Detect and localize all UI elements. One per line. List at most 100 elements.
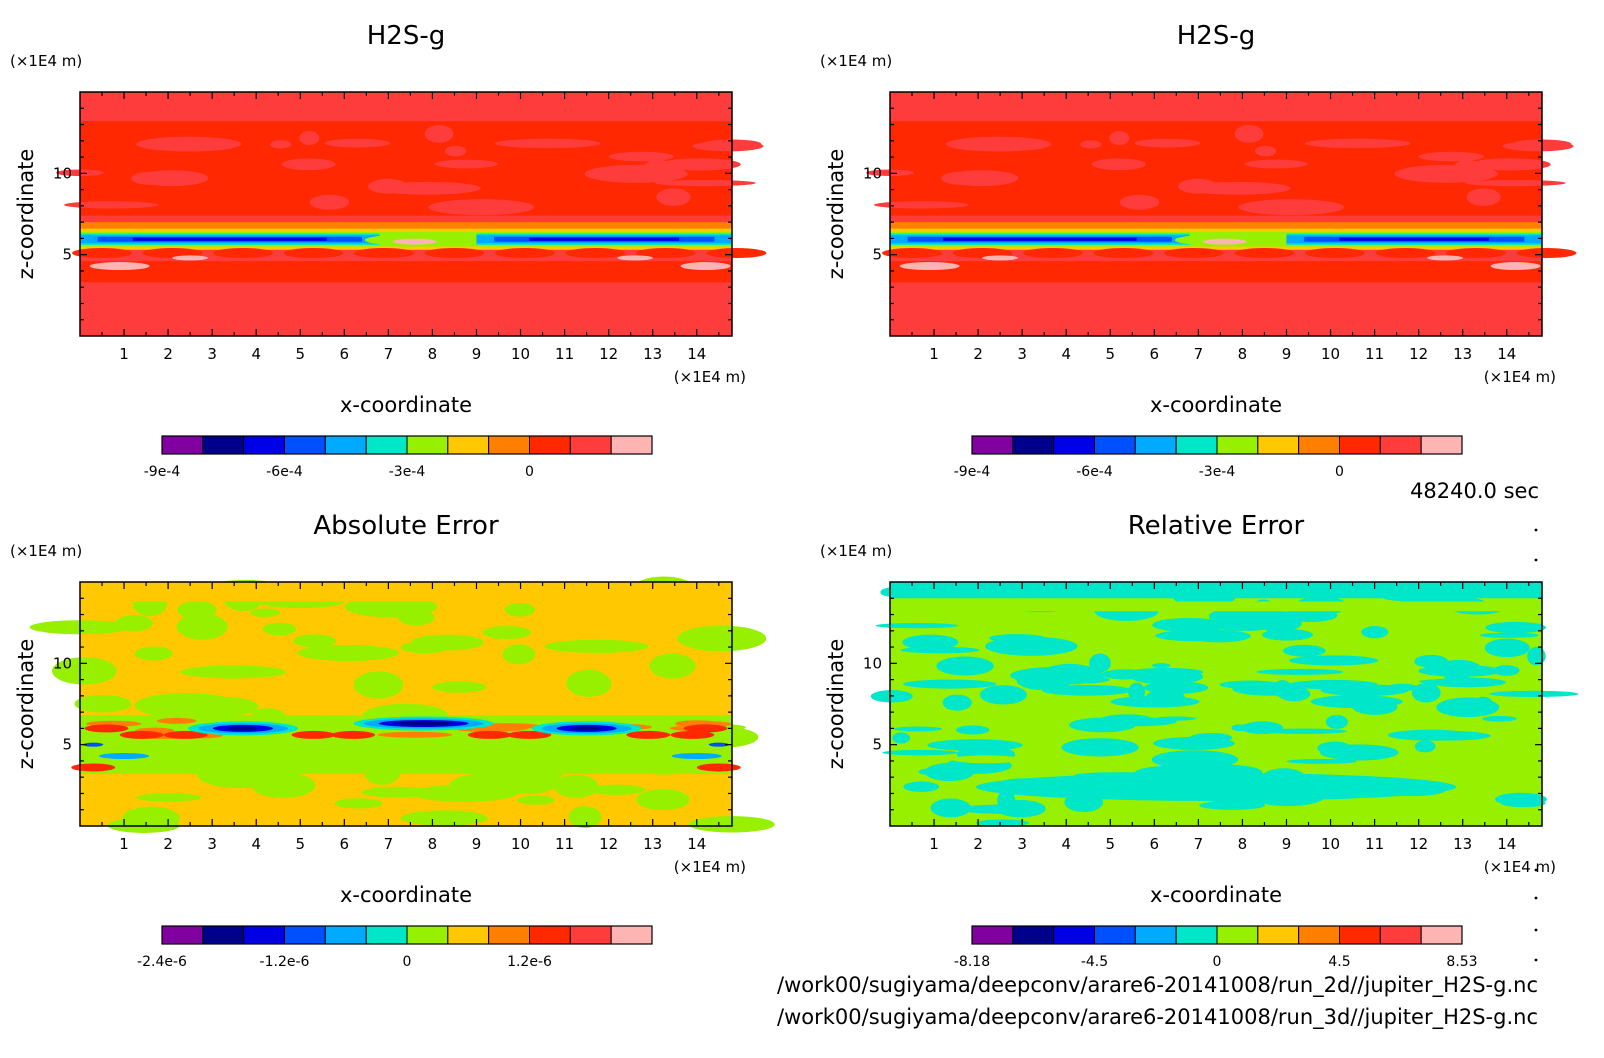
contour-patch xyxy=(1110,695,1200,708)
contour-patch xyxy=(1093,248,1154,259)
x-tick-label: 11 xyxy=(555,835,574,853)
x-tick-label: 5 xyxy=(1105,345,1115,363)
x-tick-label: 10 xyxy=(1321,835,1340,853)
contour-patch xyxy=(696,763,741,772)
colorbar-swatch xyxy=(1012,435,1055,455)
contour-patch xyxy=(587,784,646,795)
colorbar-swatch xyxy=(529,435,571,455)
contour-patch xyxy=(1414,740,1436,753)
contour-patch xyxy=(1230,612,1266,628)
contour-patch xyxy=(671,753,722,760)
contour-patch xyxy=(882,749,958,756)
contour-patch xyxy=(882,248,943,259)
contour-patch xyxy=(1143,681,1209,694)
colorbar-tick-label: -1.2e-6 xyxy=(260,954,310,970)
contour-patch xyxy=(283,248,344,259)
colorbar-swatch xyxy=(1094,925,1136,945)
file-path-1: /work00/sugiyama/deepconv/arare6-2014100… xyxy=(777,973,1538,998)
x-tick-label: 6 xyxy=(1150,345,1160,363)
plot-title: H2S-g xyxy=(1177,21,1255,51)
x-tick-label: 13 xyxy=(643,345,662,363)
contour-patch xyxy=(708,742,729,747)
margin-dots xyxy=(1534,528,1538,962)
colorbar-swatch xyxy=(284,435,326,455)
contour-patch xyxy=(136,136,242,152)
colorbar-swatch xyxy=(243,925,286,945)
x-tick-label: 2 xyxy=(973,345,983,363)
colorbar-swatch xyxy=(569,435,612,455)
contour-patch xyxy=(1502,140,1574,152)
x-tick-label: 12 xyxy=(599,345,618,363)
colorbar-swatch xyxy=(971,925,1014,945)
x-tick-label: 12 xyxy=(1409,835,1428,853)
contour-band xyxy=(890,261,1542,283)
contour-patch xyxy=(1080,140,1102,149)
colorbar-tick-label: 0 xyxy=(403,954,412,970)
contour-patch xyxy=(1184,181,1291,195)
contour-patch xyxy=(1023,248,1083,259)
contour-patch xyxy=(291,730,336,739)
colorbar-swatch xyxy=(324,435,367,455)
contour-patch xyxy=(1151,663,1171,668)
contour-patch xyxy=(1482,715,1517,722)
contour-patch xyxy=(946,136,1052,152)
contour-band xyxy=(890,601,1542,612)
colorbar-tick-label: 0 xyxy=(1213,954,1222,970)
x-tick-label: 12 xyxy=(1409,345,1428,363)
colorbar-swatch xyxy=(1420,435,1463,455)
plot-frame xyxy=(889,91,1543,337)
contour-patch xyxy=(331,730,376,739)
colorbar-swatch xyxy=(1216,925,1259,945)
x-tick-label: 5 xyxy=(295,345,305,363)
margin-dot xyxy=(1534,958,1538,962)
contour-patch xyxy=(122,806,180,830)
contour-patch xyxy=(568,806,602,828)
colorbar-swatch xyxy=(202,435,245,455)
contour-patch xyxy=(334,798,383,809)
colorbar-swatch xyxy=(284,925,326,945)
contour-patch xyxy=(504,602,535,617)
contour-patch xyxy=(1394,164,1498,183)
contour-patch xyxy=(83,742,104,747)
colorbar-swatch xyxy=(202,925,245,945)
x-tick-label: 2 xyxy=(163,835,173,853)
contour-patch xyxy=(1163,248,1224,259)
x-tick-label: 14 xyxy=(687,835,706,853)
plot-title: H2S-g xyxy=(367,21,445,51)
contour-patch xyxy=(1101,669,1149,680)
contour-patch xyxy=(292,634,337,648)
contour-patch xyxy=(982,255,1019,261)
contour-patch xyxy=(1261,629,1313,641)
contour-patch xyxy=(1308,589,1338,597)
contour-patch xyxy=(99,753,150,760)
contour-patch xyxy=(1042,684,1132,696)
y-tick-label: 10 xyxy=(863,164,882,182)
contour-patch xyxy=(1423,755,1494,764)
x-tick-label: 14 xyxy=(687,345,706,363)
contour-patch xyxy=(228,726,258,731)
contour-patch xyxy=(1134,138,1201,148)
contour-patch xyxy=(1489,690,1579,698)
contour-patch xyxy=(875,623,959,629)
colorbar-tick-label: -9e-4 xyxy=(954,464,991,480)
x-tick-label: 1 xyxy=(929,835,939,853)
x-tick-label: 2 xyxy=(973,835,983,853)
margin-dot xyxy=(1534,896,1538,900)
contour-patch xyxy=(309,194,350,210)
contour-patch xyxy=(1411,683,1441,703)
x-tick-label: 3 xyxy=(1017,835,1027,853)
contour-patch xyxy=(1516,248,1577,259)
colorbar-frame xyxy=(971,925,1463,945)
contour-patch xyxy=(1436,697,1500,718)
contour-patch xyxy=(1320,684,1409,697)
contour-patch xyxy=(134,646,173,661)
colorbar-swatch xyxy=(1134,435,1177,455)
contour-patch xyxy=(692,140,764,152)
colorbar-frame xyxy=(971,435,1463,455)
x-tick-label: 3 xyxy=(1017,345,1027,363)
contour-patch xyxy=(1260,728,1347,734)
